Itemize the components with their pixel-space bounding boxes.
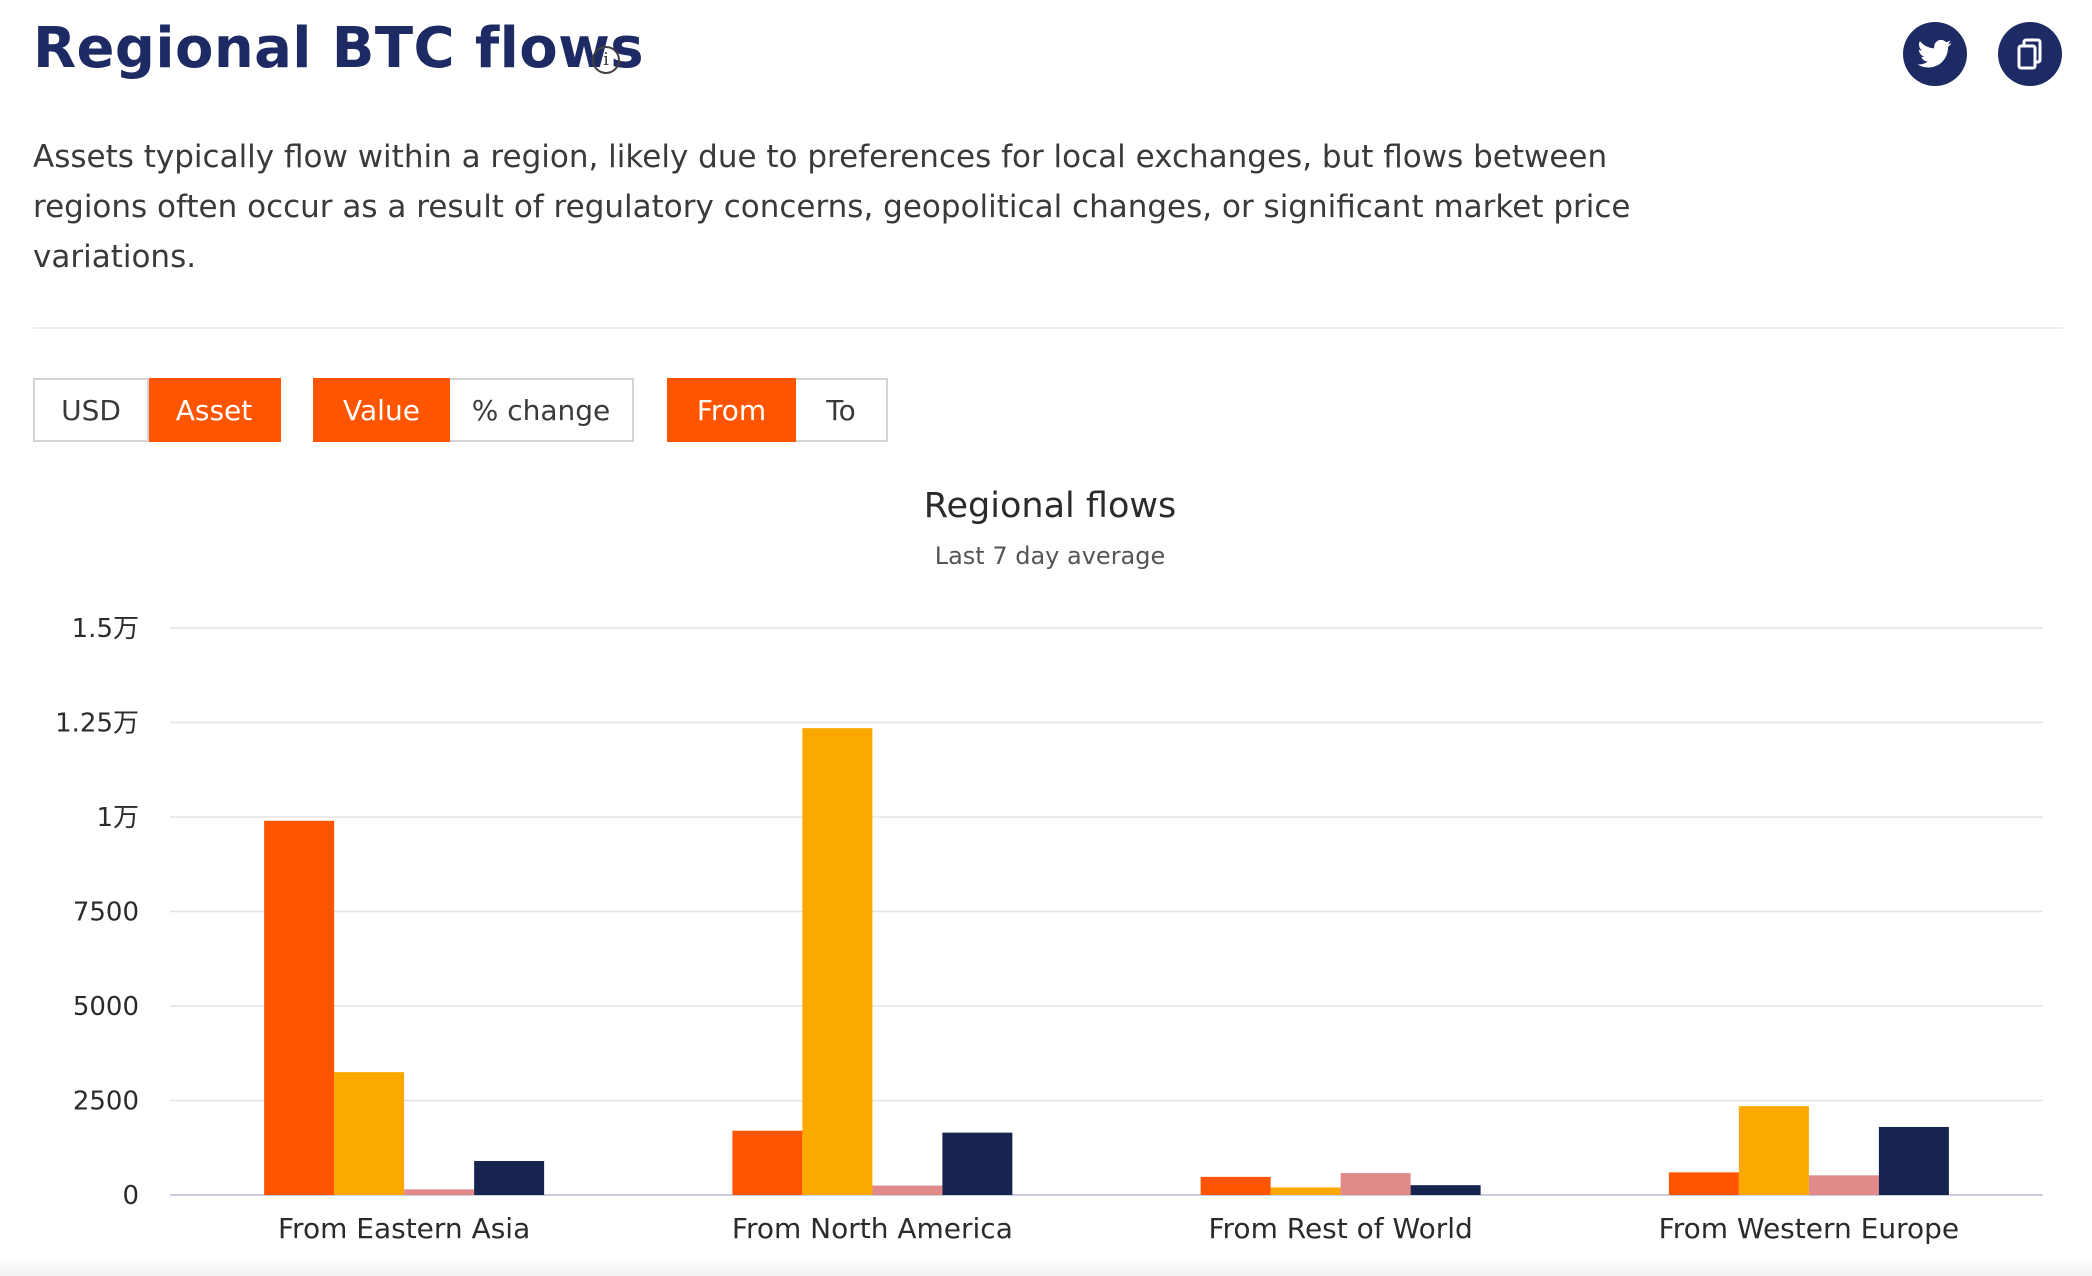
direction-toggle-group: From To [667, 378, 888, 442]
y-tick-label: 1.5万 [72, 614, 139, 644]
bar[interactable] [1200, 1176, 1271, 1195]
bar[interactable] [1410, 1185, 1481, 1195]
description-text: Assets typically flow within a region, l… [33, 139, 1631, 275]
from-toggle-button[interactable]: From [667, 378, 796, 442]
x-category-label: From North America [732, 1212, 1013, 1245]
page-title: Regional BTC flows [33, 16, 644, 81]
twitter-icon [1918, 39, 1952, 68]
bar[interactable] [404, 1189, 475, 1195]
chart-subtitle: Last 7 day average [934, 542, 1166, 570]
percent-change-toggle-button[interactable]: % change [450, 378, 634, 442]
asset-toggle-button[interactable]: Asset [149, 378, 281, 442]
x-category-label: From Eastern Asia [278, 1212, 530, 1245]
y-tick-label: 2500 [73, 1087, 139, 1117]
to-toggle-button[interactable]: To [796, 378, 888, 442]
x-category-label: From Rest of World [1208, 1212, 1472, 1245]
chart-title: Regional flows [923, 486, 1177, 526]
twitter-share-button[interactable] [1903, 22, 1967, 86]
divider [33, 327, 2063, 329]
y-tick-label: 5000 [73, 992, 139, 1022]
bar[interactable] [334, 1072, 405, 1195]
x-category-label: From Western Europe [1659, 1212, 1959, 1245]
copy-icon [2017, 38, 2042, 70]
bar[interactable] [802, 728, 873, 1195]
bar[interactable] [1808, 1175, 1879, 1195]
bottom-shadow [0, 1256, 2092, 1276]
bar[interactable] [1738, 1106, 1809, 1195]
usd-toggle-button[interactable]: USD [33, 378, 149, 442]
metric-toggle-group: Value % change [313, 378, 634, 442]
copy-link-button[interactable] [1998, 22, 2062, 86]
bar[interactable] [1340, 1173, 1411, 1195]
bar[interactable] [1668, 1172, 1739, 1195]
bar[interactable] [474, 1160, 545, 1195]
info-icon[interactable]: i [592, 46, 620, 74]
value-toggle-button[interactable]: Value [313, 378, 450, 442]
bar[interactable] [732, 1130, 803, 1195]
y-tick-label: 0 [122, 1181, 139, 1211]
unit-toggle-group: USD Asset [33, 378, 281, 442]
y-tick-label: 1万 [96, 803, 139, 833]
bar[interactable] [1878, 1126, 1949, 1195]
bar[interactable] [264, 820, 335, 1195]
bar[interactable] [872, 1185, 943, 1195]
bar[interactable] [1270, 1187, 1341, 1195]
bar[interactable] [942, 1132, 1013, 1195]
y-tick-label: 1.25万 [55, 709, 139, 739]
y-tick-label: 7500 [73, 898, 139, 928]
